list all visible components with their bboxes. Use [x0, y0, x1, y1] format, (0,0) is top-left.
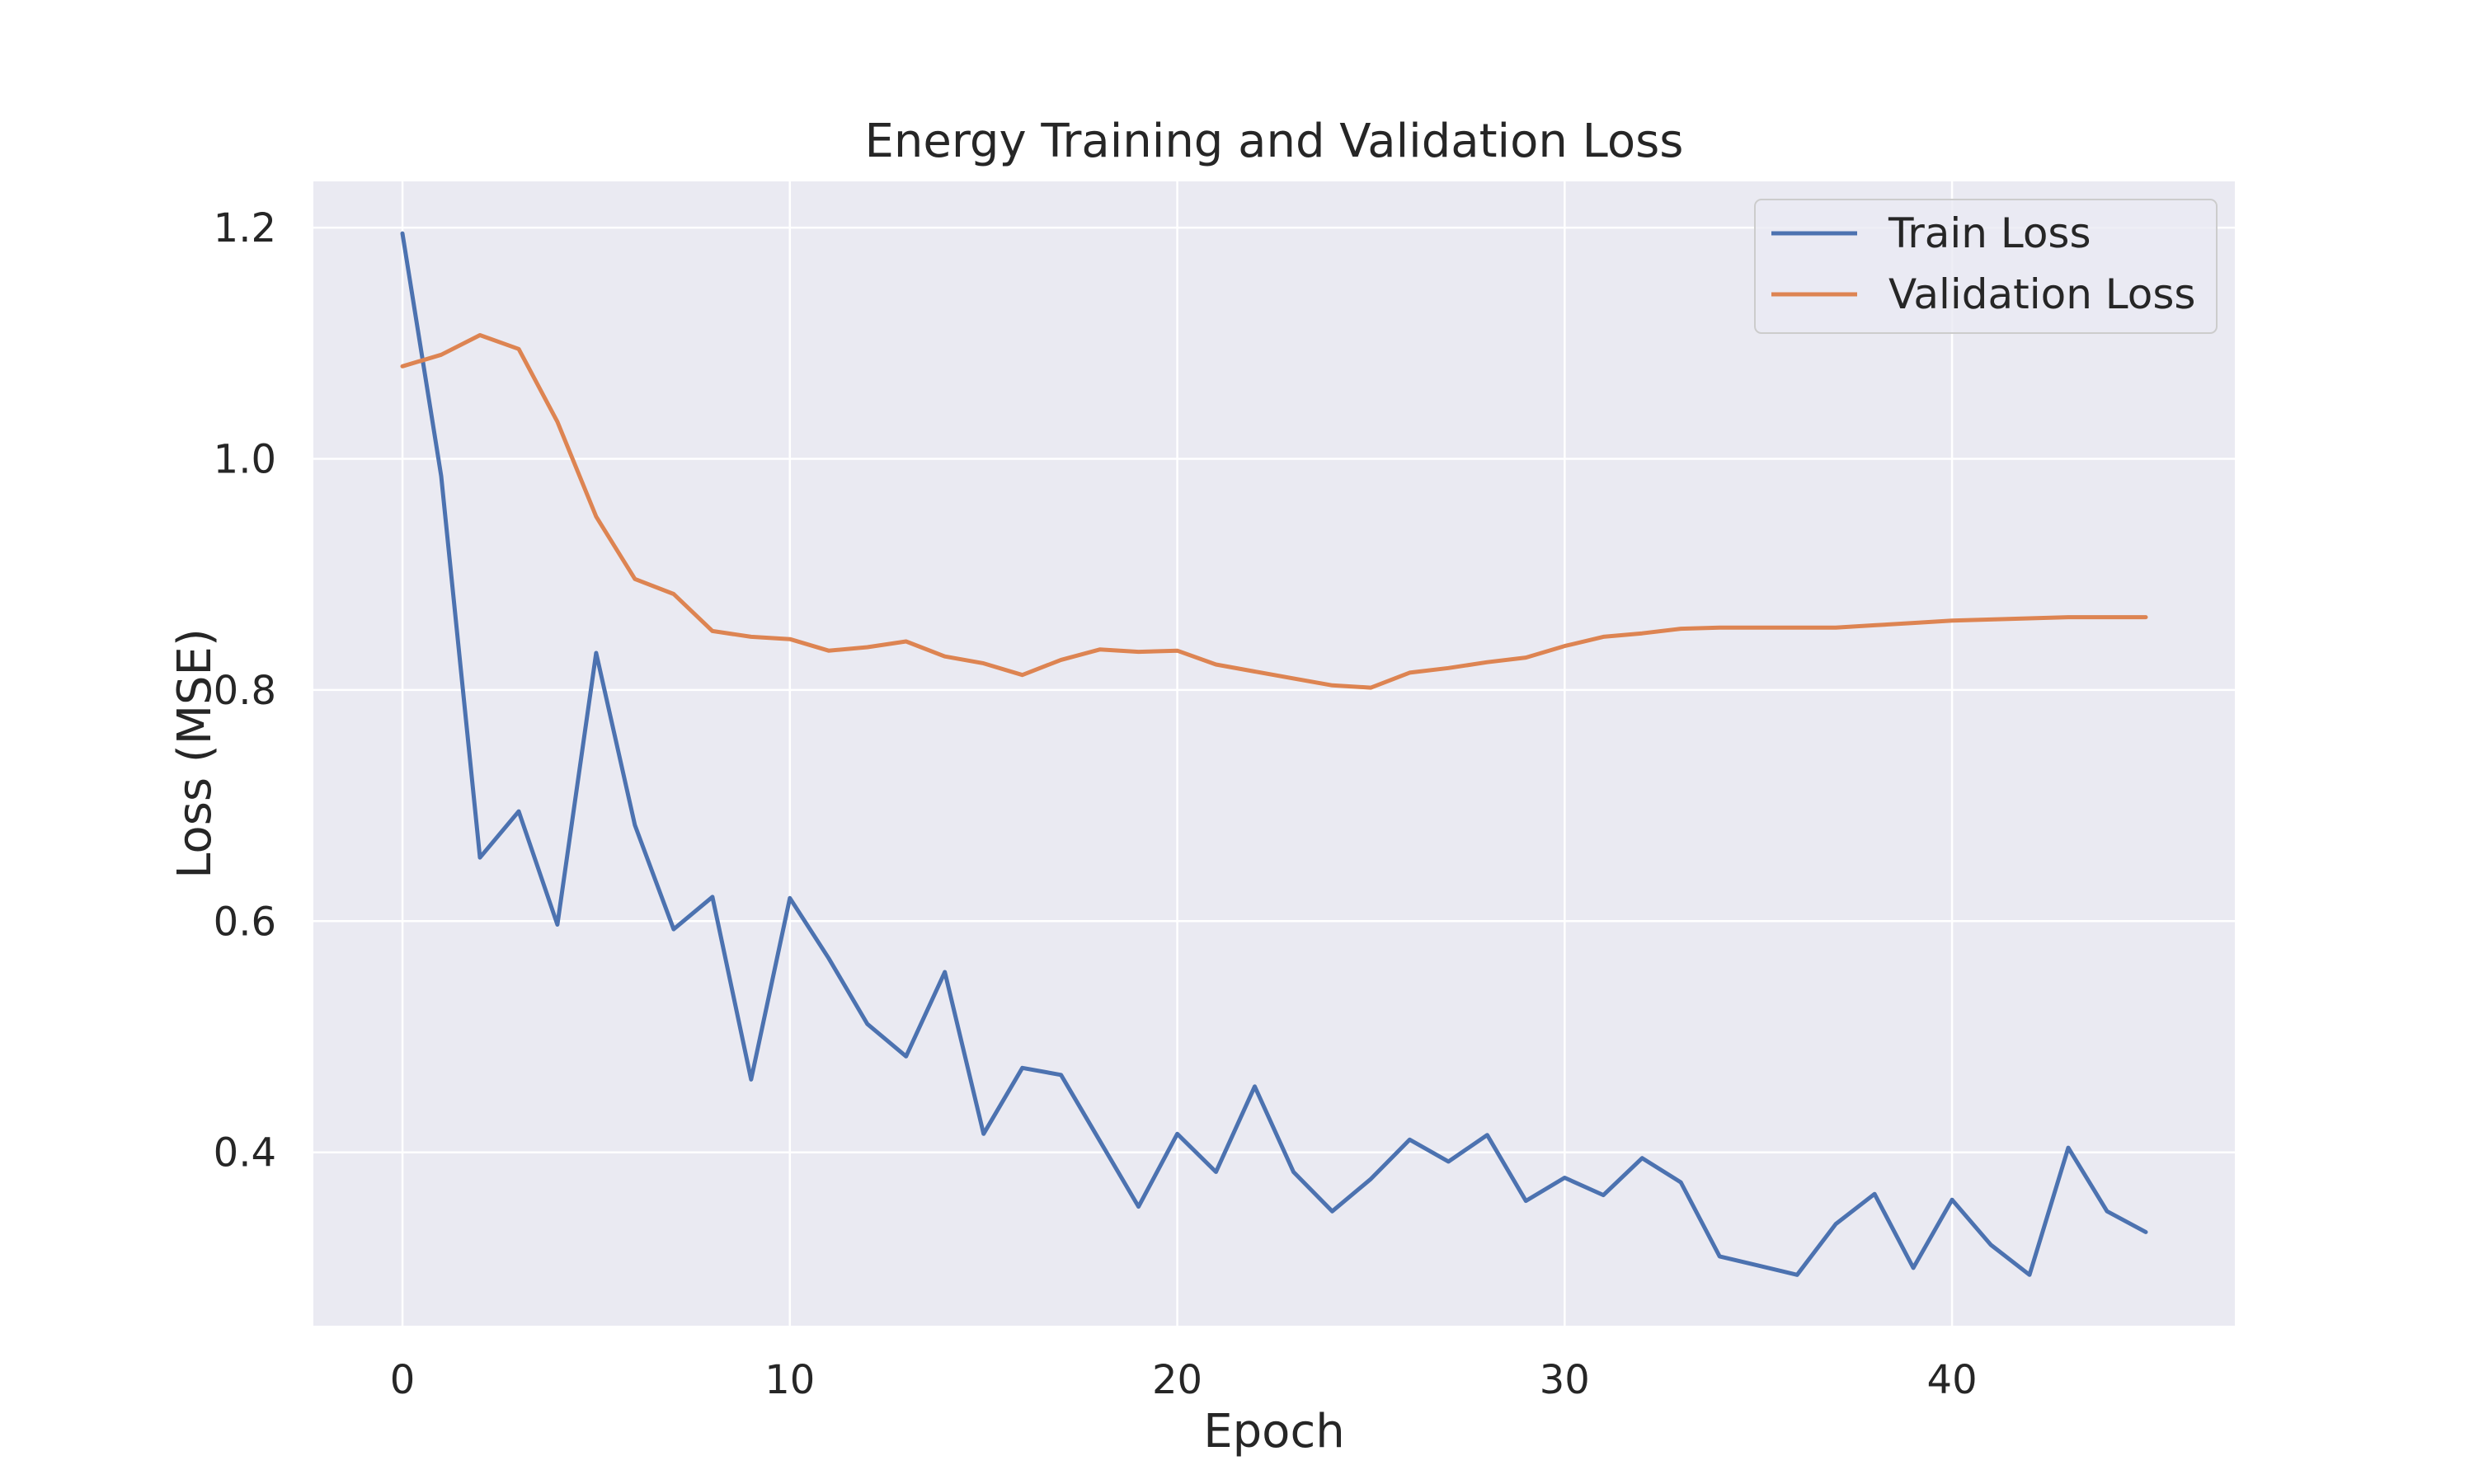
legend-box [1754, 199, 2218, 334]
y-tick-labels: 0.4 0.6 0.8 1.0 1.2 [214, 205, 276, 1176]
series-lines [400, 231, 2148, 1277]
x-tick-label: 20 [1152, 1357, 1202, 1403]
series-line-train-loss [400, 231, 2148, 1277]
x-axis-label: Epoch [1203, 1405, 1344, 1458]
y-tick-label: 1.2 [214, 205, 276, 251]
chart-title: Energy Training and Validation Loss [865, 115, 1684, 168]
legend-label-train-loss: Train Loss [1888, 209, 2091, 257]
y-tick-label: 1.0 [214, 436, 276, 482]
legend-label-validation-loss: Validation Loss [1888, 270, 2195, 318]
legend: Train Loss Validation Loss [1754, 199, 2218, 334]
x-tick-labels: 0 10 20 30 40 [390, 1357, 1978, 1403]
y-tick-label: 0.6 [214, 899, 276, 945]
y-tick-label: 0.8 [214, 668, 276, 714]
x-tick-label: 30 [1540, 1357, 1590, 1403]
x-tick-label: 10 [764, 1357, 815, 1403]
y-axis-label: Loss (MSE) [168, 628, 222, 879]
plot-background [313, 181, 2235, 1326]
x-tick-label: 0 [390, 1357, 416, 1403]
y-tick-label: 0.4 [214, 1130, 276, 1176]
series-line-validation-loss [400, 333, 2148, 690]
x-tick-label: 40 [1927, 1357, 1978, 1403]
